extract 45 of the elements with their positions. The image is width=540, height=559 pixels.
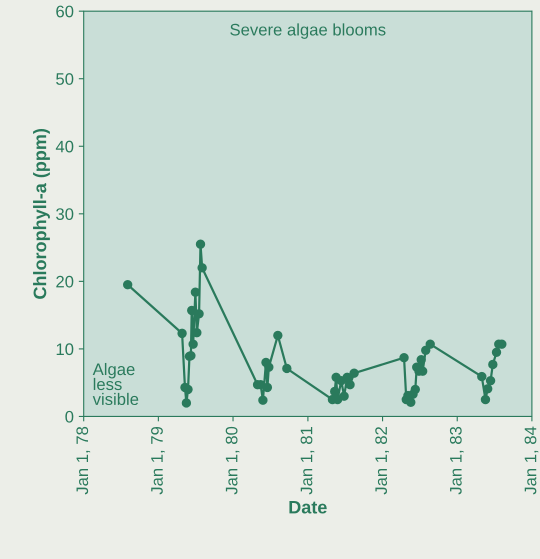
point bbox=[182, 398, 192, 408]
x-tick-label: Jan 1, 82 bbox=[375, 427, 390, 494]
point bbox=[196, 240, 206, 249]
y-tick-label: 50 bbox=[56, 73, 74, 85]
point bbox=[258, 396, 268, 405]
point bbox=[122, 280, 132, 290]
x-tick-label: Jan 1, 83 bbox=[450, 426, 464, 494]
point bbox=[183, 384, 193, 394]
point bbox=[483, 384, 492, 394]
x-tick-label: Jan 1, 78 bbox=[76, 426, 90, 494]
x-tick-label: Jan 1, 81 bbox=[300, 426, 314, 494]
point bbox=[492, 348, 502, 357]
point bbox=[345, 380, 355, 390]
point bbox=[282, 364, 292, 374]
x-axis-title: Date bbox=[289, 500, 327, 514]
point bbox=[488, 360, 498, 370]
y-tick-label: 20 bbox=[56, 276, 74, 288]
annotation: Algae less visible bbox=[92, 362, 138, 406]
point bbox=[486, 376, 496, 386]
y-tick-label: 40 bbox=[56, 140, 74, 152]
point bbox=[421, 346, 430, 355]
point bbox=[349, 368, 359, 378]
x-tick-label: Jan 1, 84 bbox=[524, 426, 538, 494]
point bbox=[273, 330, 283, 340]
y-tick-label: 30 bbox=[56, 208, 74, 220]
point bbox=[406, 398, 416, 407]
point bbox=[480, 394, 490, 404]
point bbox=[197, 263, 207, 273]
point bbox=[264, 362, 274, 372]
point bbox=[399, 353, 409, 362]
annotation: Severe algae blooms bbox=[230, 23, 386, 39]
point bbox=[477, 372, 486, 382]
point bbox=[188, 339, 198, 349]
y-tick-label: 60 bbox=[56, 6, 74, 18]
point bbox=[416, 355, 426, 364]
point bbox=[330, 386, 340, 396]
y-tick-label: 0 bbox=[65, 410, 74, 423]
point bbox=[426, 339, 435, 349]
x-tick-label: Jan 1, 80 bbox=[226, 426, 240, 494]
y-tick-label: 10 bbox=[56, 343, 74, 356]
y-axis-title: Chlorophyll-a (ppm) bbox=[33, 128, 50, 299]
point bbox=[339, 392, 349, 401]
point bbox=[177, 328, 187, 338]
x-tick-label: Jan 1, 79 bbox=[151, 426, 165, 494]
point bbox=[410, 384, 420, 394]
